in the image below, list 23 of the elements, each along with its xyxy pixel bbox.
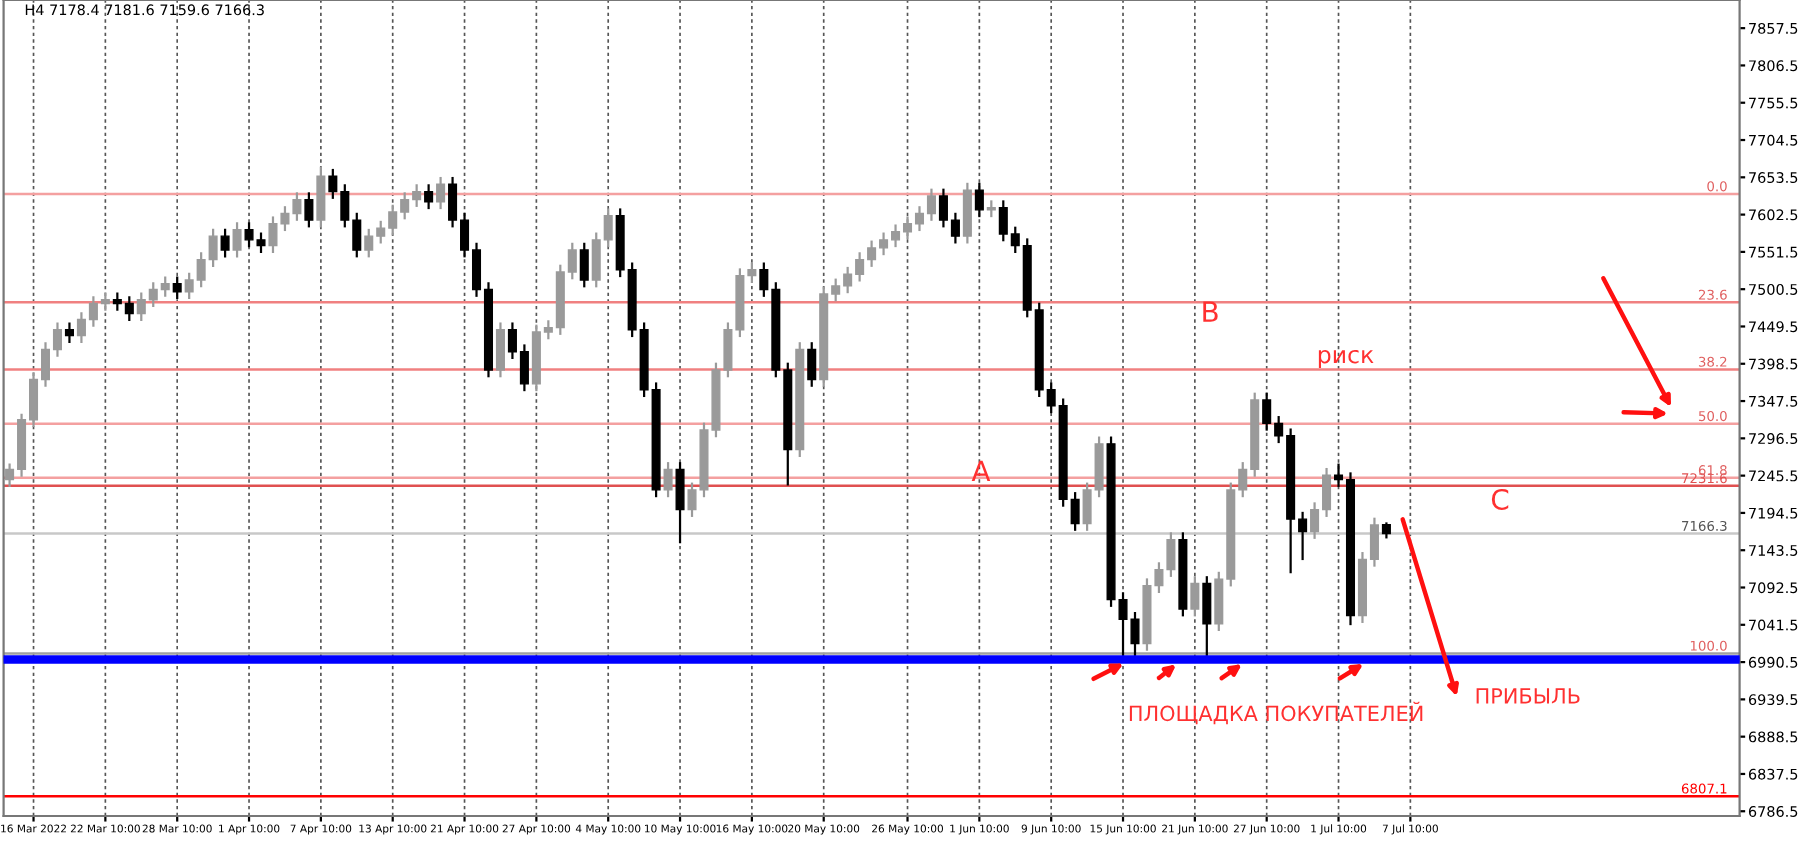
candlestick (220, 227, 230, 259)
candlestick (64, 321, 74, 345)
candlestick (962, 181, 972, 245)
candlestick (663, 461, 673, 499)
candlestick (974, 181, 984, 219)
annotation: риск (1318, 349, 1374, 369)
annotation: B (1203, 301, 1218, 322)
annotation: A (971, 460, 991, 481)
candlestick (675, 461, 685, 545)
candlestick (807, 341, 817, 388)
candlestick (232, 221, 242, 259)
candlestick (1202, 575, 1212, 658)
candlestick (316, 165, 326, 229)
candlestick (424, 183, 434, 211)
annotation: ПЛОЩАДКА ПОКУПАТЕЛЕЙ (1129, 701, 1423, 725)
candlestick (304, 191, 314, 229)
candlestick (495, 321, 505, 379)
candlestick (579, 241, 589, 289)
candlestick (172, 275, 182, 301)
candlestick (1190, 575, 1200, 618)
annotation: ПРИБЫЛЬ (1476, 688, 1580, 704)
annotation: C (1491, 488, 1509, 510)
candlestick (436, 175, 446, 211)
